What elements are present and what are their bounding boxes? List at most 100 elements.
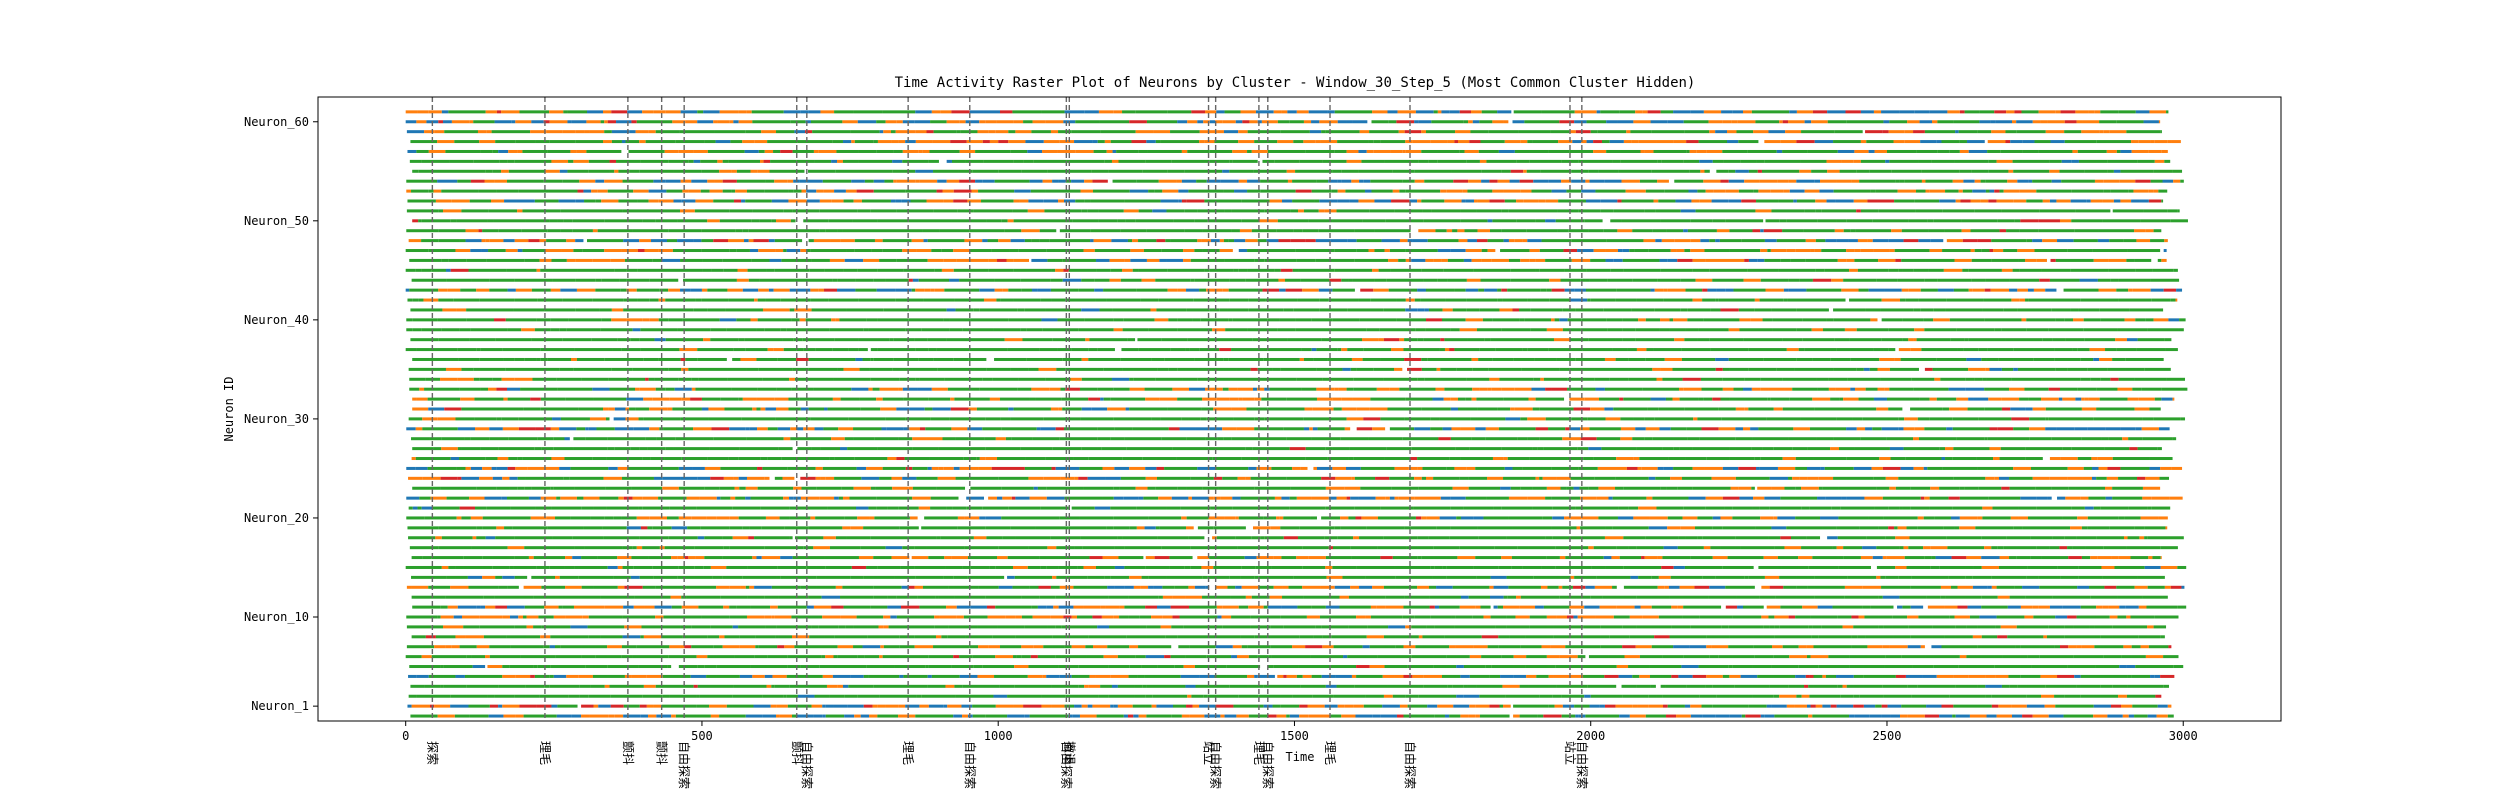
activity-segment xyxy=(546,516,556,520)
activity-segment xyxy=(1724,506,1733,510)
activity-segment xyxy=(991,466,1007,470)
activity-segment xyxy=(412,407,429,411)
activity-segment xyxy=(1235,516,1239,520)
activity-segment xyxy=(2114,714,2123,718)
activity-segment xyxy=(1645,427,1660,431)
activity-segment xyxy=(1722,367,1730,371)
activity-segment xyxy=(500,308,514,312)
activity-segment xyxy=(774,268,810,272)
activity-segment xyxy=(1616,457,1634,461)
activity-segment xyxy=(976,407,1009,411)
activity-segment xyxy=(1212,457,1242,461)
activity-segment xyxy=(1632,704,1638,708)
activity-segment xyxy=(1515,615,1530,619)
activity-segment xyxy=(2050,258,2056,262)
activity-segment xyxy=(507,328,522,332)
activity-segment xyxy=(1047,546,1057,550)
activity-segment xyxy=(2097,556,2112,560)
activity-segment xyxy=(1113,387,1130,391)
activity-segment xyxy=(2106,476,2119,480)
activity-segment xyxy=(2118,556,2131,560)
activity-segment xyxy=(1629,635,1655,639)
activity-segment xyxy=(1520,258,1530,262)
activity-segment xyxy=(1774,615,1789,619)
activity-segment xyxy=(1383,585,1418,589)
activity-segment xyxy=(1103,367,1123,371)
activity-segment xyxy=(2009,288,2018,292)
activity-segment xyxy=(407,704,412,708)
activity-segment xyxy=(405,655,422,659)
activity-segment xyxy=(1091,407,1108,411)
activity-segment xyxy=(1140,298,1159,302)
activity-segment xyxy=(2134,526,2145,530)
activity-segment xyxy=(551,258,567,262)
activity-segment xyxy=(1228,288,1263,292)
activity-segment xyxy=(1328,546,1333,550)
activity-segment xyxy=(1203,694,1208,698)
activity-segment xyxy=(1263,704,1268,708)
activity-segment xyxy=(949,278,960,282)
activity-segment xyxy=(1997,546,2004,550)
activity-segment xyxy=(1380,417,1405,421)
activity-segment xyxy=(2173,665,2184,669)
activity-segment xyxy=(1524,318,1552,322)
activity-segment xyxy=(829,546,861,550)
activity-segment xyxy=(1546,615,1557,619)
activity-segment xyxy=(1190,565,1202,569)
activity-segment xyxy=(1529,457,1568,461)
activity-segment xyxy=(1389,496,1395,500)
activity-segment xyxy=(1798,665,1819,669)
activity-segment xyxy=(1489,585,1494,589)
activity-segment xyxy=(1737,605,1743,609)
activity-segment xyxy=(1498,645,1521,649)
activity-segment xyxy=(1232,645,1242,649)
activity-segment xyxy=(1762,447,1774,451)
activity-segment xyxy=(1673,645,1690,649)
activity-segment xyxy=(2063,714,2094,718)
activity-segment xyxy=(1378,516,1416,520)
activity-segment xyxy=(1900,714,1908,718)
activity-segment xyxy=(1417,288,1426,292)
activity-segment xyxy=(601,278,620,282)
activity-segment xyxy=(1455,645,1474,649)
activity-segment xyxy=(409,258,442,262)
activity-segment xyxy=(608,407,615,411)
activity-segment xyxy=(1940,595,1946,599)
activity-segment xyxy=(1231,615,1251,619)
activity-segment xyxy=(955,694,994,698)
activity-segment xyxy=(2149,466,2161,470)
activity-segment xyxy=(1385,605,1404,609)
activity-segment xyxy=(1168,318,1178,322)
activity-segment xyxy=(1046,565,1059,569)
activity-segment xyxy=(745,427,750,431)
activity-segment xyxy=(967,556,998,560)
activity-segment xyxy=(1109,258,1125,262)
activity-segment xyxy=(440,476,458,480)
activity-segment xyxy=(1686,427,1702,431)
activity-segment xyxy=(1230,595,1246,599)
activity-segment xyxy=(1613,407,1648,411)
activity-segment xyxy=(2100,377,2111,381)
activity-segment xyxy=(2112,357,2126,361)
activity-segment xyxy=(1495,348,1523,352)
activity-segment xyxy=(1384,249,1390,253)
activity-segment xyxy=(1499,377,1534,381)
activity-segment xyxy=(1510,278,1550,282)
activity-segment xyxy=(536,357,541,361)
activity-segment xyxy=(1006,328,1021,332)
activity-segment xyxy=(890,615,897,619)
activity-segment xyxy=(1999,556,2010,560)
activity-segment xyxy=(998,546,1029,550)
activity-segment xyxy=(636,288,660,292)
activity-segment xyxy=(921,694,952,698)
activity-segment xyxy=(2067,615,2077,619)
activity-segment xyxy=(1715,575,1745,579)
activity-segment xyxy=(1945,457,1953,461)
activity-segment xyxy=(701,397,721,401)
activity-segment xyxy=(1898,476,1933,480)
activity-segment xyxy=(2145,655,2164,659)
activity-segment xyxy=(877,565,901,569)
activity-segment xyxy=(1181,516,1187,520)
activity-segment xyxy=(1322,645,1334,649)
activity-segment xyxy=(1372,585,1384,589)
